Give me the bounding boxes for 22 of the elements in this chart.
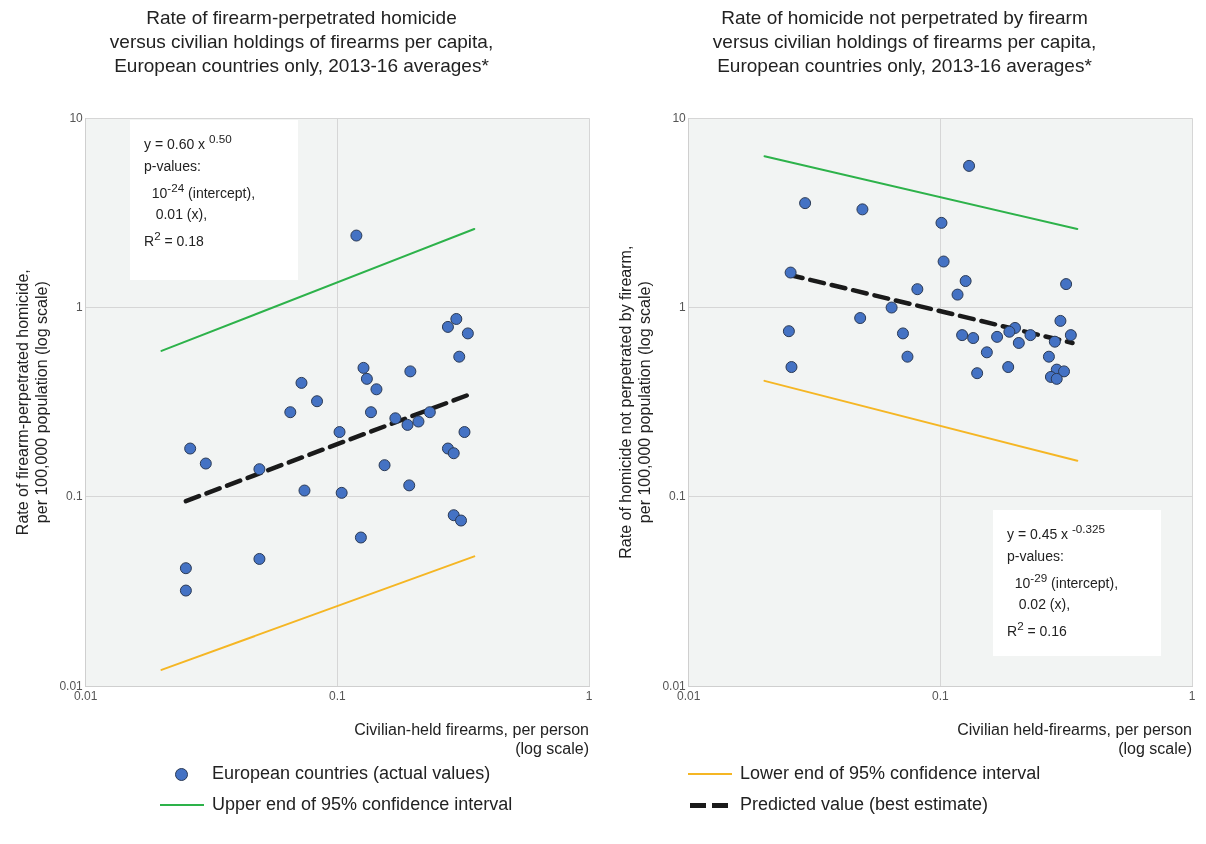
y-tick-label: 0.1	[66, 489, 84, 504]
x-axis-title: Civilian held-firearms, per person (log scale)	[957, 720, 1192, 757]
y-axis-title: Rate of homicide not perpetrated by firearm, per 100,000 population (log scale)	[617, 245, 654, 559]
chart-title: Rate of homicide not perpetrated by firearm versus civilian holdings of firearms per capita, European countries only, 2013-16 averages*	[711, 6, 1098, 78]
y-tick-label: 10	[69, 110, 84, 125]
legend-label: Predicted value (best estimate)	[740, 794, 989, 815]
y-tick-label: 0.1	[669, 489, 687, 504]
y-tick-label: 10	[672, 110, 687, 125]
x-tick-label: 0.1	[932, 688, 950, 703]
chart-title: Rate of firearm-perpetrated homicide versus civilian holdings of firearms per capita, European countries only, 2013-16 averages*	[108, 6, 495, 78]
y-axis-title: Rate of firearm-perpetrated homicide, per 100,000 population (log scale)	[14, 269, 51, 536]
x-tick-label: 0.1	[329, 688, 347, 703]
legend-label: Upper end of 95% confidence interval	[212, 794, 513, 815]
y-tick-label: 1	[76, 299, 84, 314]
text-box: y = 0.45 x $^{-0.325}$ p-values: 10$^{-29}$ (intercept), 0.02 (x), R$^{2}$ = 0.16	[993, 510, 1161, 656]
legend-label: Lower end of 95% confidence interval	[740, 763, 1041, 784]
x-tick-label: 1	[585, 688, 593, 703]
x-tick-label: 1	[1188, 688, 1196, 703]
x-axis-title: Civilian-held firearms, per person (log scale)	[354, 720, 589, 757]
text-box: y = 0.60 x $^{0.50}$ p-values: 10$^{-24}$ (intercept), 0.01 (x), R$^{2}$ = 0.18	[130, 120, 298, 280]
legend-label: European countries (actual values)	[212, 763, 491, 784]
y-tick-label: 1	[679, 299, 687, 314]
